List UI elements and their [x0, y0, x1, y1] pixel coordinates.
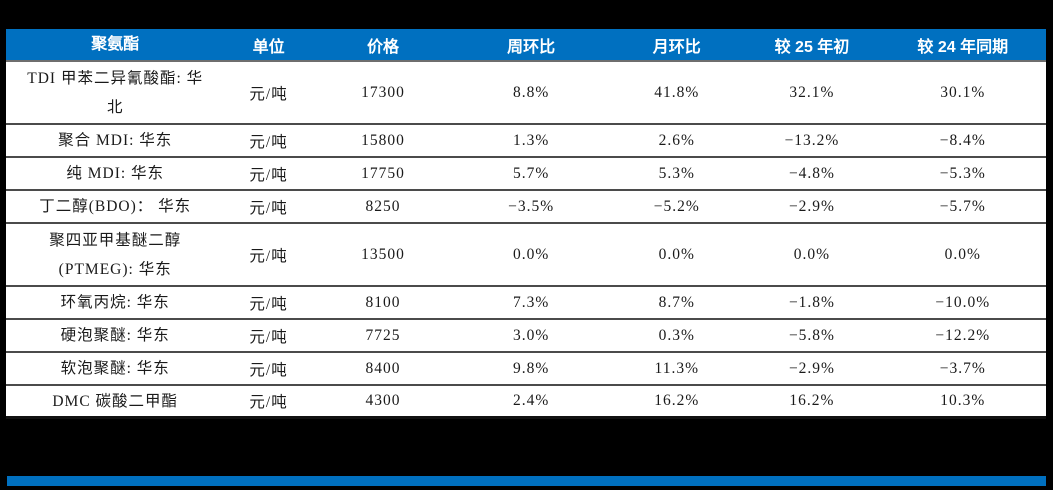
cell-name: 软泡聚醚: 华东: [60, 360, 170, 377]
cell-name: TDI 甲苯二异氰酸酯: 华 北: [27, 69, 204, 116]
cell-wow: 5.7%: [513, 164, 550, 182]
cell-wow: 8.8%: [513, 83, 550, 101]
cell-price: 15800: [361, 131, 405, 149]
cell-yoy: −8.4%: [939, 131, 986, 149]
cell-wow: −3.5%: [508, 197, 555, 215]
cell-name: 聚四亚甲基醚二醇 (PTMEG): 华东: [49, 231, 182, 278]
column-header-product: 聚氨酯: [91, 36, 140, 53]
cell-wow: 1.3%: [513, 131, 550, 149]
cell-mom: 11.3%: [654, 359, 699, 377]
cell-ytd: 32.1%: [789, 83, 835, 101]
table-row: 丁二醇(BDO)： 华东 元/吨 8250 −3.5% −5.2% −2.9% −5.7%: [6, 191, 1046, 224]
cell-yoy: −5.3%: [939, 164, 986, 182]
cell-mom: 41.8%: [654, 83, 700, 101]
cell-unit: 元/吨: [249, 361, 288, 379]
cell-unit: 元/吨: [249, 85, 288, 103]
cell-name: DMC 碳酸二甲酯: [52, 392, 179, 410]
cell-yoy: −10.0%: [935, 293, 991, 311]
cell-wow: 0.0%: [513, 245, 550, 263]
cell-mom: 0.3%: [658, 326, 695, 344]
table-body: TDI 甲苯二异氰酸酯: 华 北元/吨 17300 8.8% 41.8% 32.1% 30…: [6, 62, 1046, 419]
cell-price: 8250: [365, 197, 401, 215]
cell-yoy: 30.1%: [940, 83, 986, 101]
table-header-row: 聚氨酯 单位 价格 周环比 月环比 较 25 年初 较 24 年同期: [6, 29, 1046, 62]
cell-unit: 元/吨: [249, 394, 288, 411]
table-row: 软泡聚醚: 华东 元/吨 8400 9.8% 11.3% −2.9% −3.7%: [6, 353, 1046, 386]
cell-unit: 元/吨: [249, 295, 288, 313]
cell-yoy: −3.7%: [939, 359, 986, 377]
cell-mom: 2.6%: [658, 131, 695, 149]
cell-ytd: 16.2%: [789, 392, 835, 409]
column-header-vs-yoy: 较 24 年同期: [917, 38, 1009, 56]
table-row: 聚四亚甲基醚二醇 (PTMEG): 华东 元/吨 13500 0.0% 0.0% 0.0%…: [6, 224, 1046, 287]
column-header-wow-change: 周环比: [507, 38, 556, 56]
cell-unit: 元/吨: [249, 247, 288, 265]
cell-wow: 9.8%: [513, 359, 550, 377]
cell-ytd: 0.0%: [793, 245, 831, 263]
column-header-price: 价格: [366, 38, 399, 56]
cell-wow: 2.4%: [513, 392, 550, 409]
cell-price: 7725: [365, 326, 401, 344]
cell-unit: 元/吨: [249, 328, 288, 346]
cell-ytd: −13.2%: [784, 131, 840, 149]
cell-mom: −5.2%: [653, 197, 700, 215]
cell-ytd: −5.8%: [788, 326, 835, 344]
column-header-vs-ytd: 较 25 年初: [774, 38, 850, 56]
cell-yoy: −5.7%: [939, 197, 986, 215]
cell-unit: 元/吨: [249, 166, 288, 184]
cell-name: 环氧丙烷: 华东: [60, 294, 170, 311]
cell-wow: 3.0%: [513, 326, 550, 344]
cell-ytd: −4.8%: [788, 164, 835, 182]
column-header-unit: 单位: [252, 38, 285, 56]
table-row: DMC 碳酸二甲酯 元/吨 4300 2.4% 16.2% 16.2% 10.3%: [6, 386, 1046, 419]
cell-price: 8100: [365, 293, 401, 311]
cell-price: 4300: [365, 392, 401, 409]
cell-wow: 7.3%: [513, 293, 550, 311]
cell-price: 17300: [361, 83, 405, 101]
table-row: 环氧丙烷: 华东 元/吨 8100 7.3% 8.7% −1.8% −10.0%: [6, 287, 1046, 320]
cell-mom: 16.2%: [654, 392, 700, 409]
cell-mom: 0.0%: [658, 245, 695, 263]
cell-yoy: 10.3%: [940, 392, 986, 409]
cell-price: 17750: [361, 164, 405, 182]
bottom-accent-bar: [7, 476, 1046, 486]
cell-name: 聚合 MDI: 华东: [58, 132, 173, 149]
cell-yoy: −12.2%: [935, 326, 991, 344]
table-row: 纯 MDI: 华东 元/吨 17750 5.7% 5.3% −4.8% −5.3%: [6, 158, 1046, 191]
cell-name: 硬泡聚醚: 华东: [60, 327, 170, 344]
cell-mom: 8.7%: [658, 293, 695, 311]
table-row: TDI 甲苯二异氰酸酯: 华 北 元/吨 17300 8.8% 41.8% 32.1% 30…: [6, 62, 1046, 125]
cell-unit: 元/吨: [249, 133, 288, 151]
cell-ytd: −1.8%: [788, 293, 835, 311]
cell-price: 13500: [361, 245, 405, 263]
table-row: 硬泡聚醚: 华东 元/吨 7725 3.0% 0.3% −5.8% −12.2%: [6, 320, 1046, 353]
cell-unit: 元/吨: [249, 199, 288, 217]
polyurethane-price-table: 聚氨酯 单位 价格 周环比 月环比 较 25 年初 较 24 年同期 TDI 甲…: [6, 29, 1046, 419]
column-header-mom-change: 月环比: [652, 38, 701, 56]
cell-name: 纯 MDI: 华东: [66, 165, 165, 182]
cell-mom: 5.3%: [658, 164, 695, 182]
cell-ytd: −2.9%: [788, 359, 835, 377]
cell-name: 丁二醇(BDO)： 华东: [39, 198, 192, 215]
cell-yoy: 0.0%: [944, 245, 981, 263]
cell-price: 8400: [365, 359, 401, 377]
cell-ytd: −2.9%: [788, 197, 835, 215]
table-row: 聚合 MDI: 华东 元/吨 15800 1.3% 2.6% −13.2% −8.4%: [6, 125, 1046, 158]
